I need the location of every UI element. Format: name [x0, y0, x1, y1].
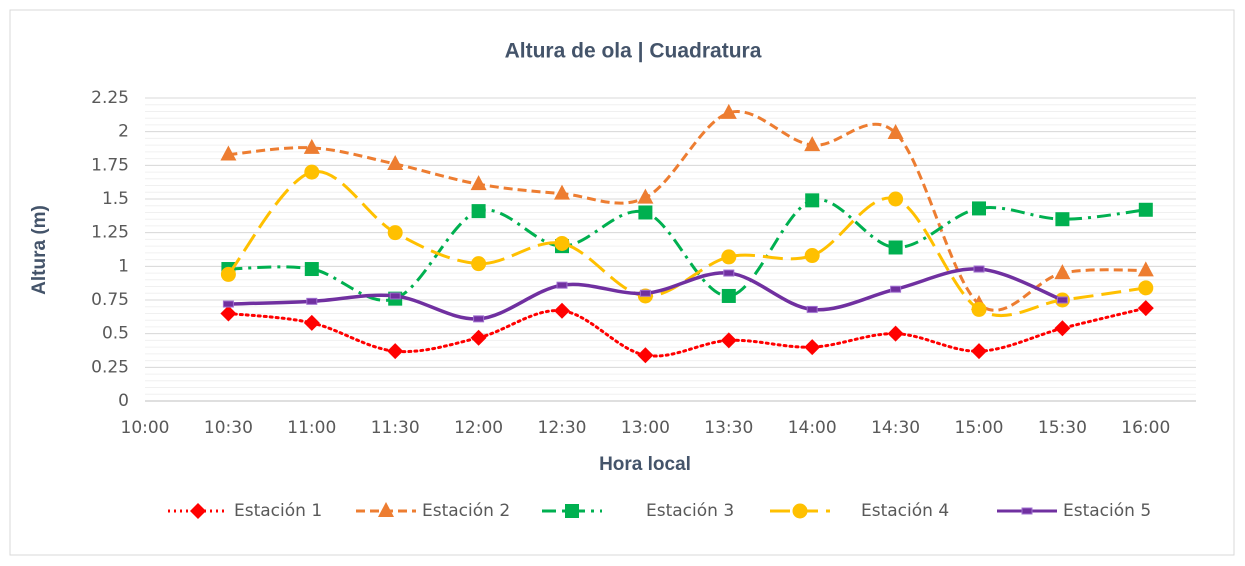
marker — [637, 347, 654, 364]
marker — [1137, 261, 1154, 277]
marker — [971, 343, 987, 360]
x-tick-label: 11:30 — [371, 418, 420, 438]
marker — [304, 164, 320, 180]
legend-label: Estación 1 — [234, 501, 322, 521]
legend-label: Estación 4 — [861, 501, 949, 521]
marker — [639, 289, 651, 297]
marker — [304, 262, 319, 277]
marker — [804, 136, 821, 152]
marker — [888, 240, 903, 255]
x-axis-title: Hora local — [599, 454, 691, 475]
marker — [890, 285, 902, 293]
marker — [387, 225, 403, 241]
marker — [805, 193, 820, 208]
marker — [387, 343, 404, 360]
y-axis-title: Altura (m) — [29, 205, 50, 295]
x-tick-label: 10:00 — [121, 418, 170, 438]
x-tick-label: 11:00 — [287, 418, 336, 438]
x-tick-label: 13:30 — [704, 418, 753, 438]
marker — [471, 256, 487, 272]
marker — [637, 188, 654, 204]
marker — [721, 288, 736, 303]
x-tick-label: 13:00 — [621, 418, 670, 438]
marker — [378, 502, 394, 517]
chart-title: Altura de ola | Cuadratura — [505, 40, 762, 63]
y-tick-label: 0.75 — [91, 290, 129, 310]
y-tick-label: 0.5 — [102, 324, 129, 344]
x-tick-label: 15:00 — [955, 418, 1004, 438]
marker — [303, 138, 320, 154]
marker — [470, 175, 487, 191]
marker — [1137, 300, 1154, 317]
legend-label: Estación 2 — [422, 501, 510, 521]
marker — [303, 314, 320, 331]
marker — [720, 332, 737, 349]
chart-border — [9, 9, 1235, 556]
marker — [220, 305, 237, 322]
marker — [471, 204, 486, 219]
y-tick-label: 1.5 — [102, 189, 129, 209]
marker — [387, 154, 404, 170]
marker — [190, 503, 206, 519]
marker — [721, 249, 737, 265]
x-tick-label: 10:30 — [204, 418, 253, 438]
y-tick-label: 2.25 — [91, 88, 129, 108]
marker — [888, 191, 904, 207]
marker — [306, 297, 318, 305]
marker — [806, 305, 818, 313]
marker — [389, 292, 401, 300]
marker — [1056, 296, 1068, 304]
y-tick-label: 1 — [118, 256, 129, 276]
marker — [887, 325, 904, 342]
x-tick-label: 12:30 — [538, 418, 587, 438]
x-tick-label: 16:00 — [1121, 418, 1170, 438]
marker — [973, 265, 985, 273]
marker — [1021, 507, 1033, 515]
y-tick-label: 2 — [118, 122, 129, 142]
marker — [565, 504, 579, 518]
marker — [792, 503, 808, 519]
marker — [556, 281, 568, 289]
legend-label: Estación 3 — [646, 501, 734, 521]
marker — [1055, 212, 1070, 227]
x-tick-label: 14:00 — [788, 418, 837, 438]
marker — [1054, 320, 1071, 337]
y-tick-label: 0 — [118, 391, 129, 411]
marker — [554, 302, 570, 319]
marker — [554, 235, 570, 251]
marker — [222, 300, 234, 308]
legend-label: Estación 5 — [1063, 501, 1151, 521]
marker — [470, 329, 487, 346]
marker — [723, 269, 735, 277]
y-tick-label: 1.25 — [91, 223, 129, 243]
marker — [804, 339, 821, 356]
x-tick-label: 12:00 — [454, 418, 503, 438]
marker — [1054, 264, 1071, 280]
marker — [220, 266, 236, 282]
marker — [887, 124, 904, 140]
marker — [638, 205, 653, 220]
marker — [473, 315, 485, 323]
marker — [1138, 202, 1153, 217]
marker — [220, 145, 237, 161]
marker — [804, 248, 820, 264]
marker — [971, 301, 987, 317]
x-tick-label: 14:30 — [871, 418, 920, 438]
marker — [1138, 280, 1154, 296]
y-tick-label: 0.25 — [91, 357, 129, 377]
marker — [720, 103, 737, 119]
marker — [972, 201, 986, 216]
marker — [554, 184, 570, 200]
x-tick-label: 15:30 — [1038, 418, 1087, 438]
y-tick-label: 1.75 — [91, 155, 129, 175]
